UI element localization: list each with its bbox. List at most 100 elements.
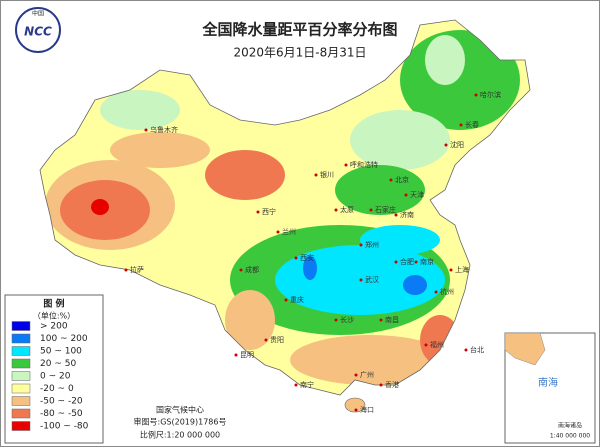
- city-label: 沈阳: [450, 140, 464, 149]
- city-label: 海口: [360, 405, 374, 414]
- city-label: 北京: [395, 175, 409, 184]
- city-dot: [459, 123, 463, 127]
- city-dot: [379, 318, 383, 322]
- city-dot: [334, 318, 338, 322]
- footer-scale: 比例尺:1:20 000 000: [140, 430, 220, 440]
- city-label: 福州: [430, 340, 444, 349]
- city-label: 哈尔滨: [480, 90, 501, 99]
- city-label: 拉萨: [130, 265, 144, 274]
- city-dot: [464, 348, 468, 352]
- city-dot: [284, 298, 288, 302]
- city-label: 西安: [300, 253, 314, 262]
- city-label: 香港: [385, 380, 399, 389]
- legend-swatch: [11, 346, 31, 356]
- inset-sea: 南海: [538, 376, 558, 389]
- legend-swatch: [11, 358, 31, 369]
- city-label: 重庆: [290, 295, 304, 304]
- legend-unit: （单位:%）: [33, 311, 75, 321]
- legend-label: 20 ~ 50: [40, 359, 76, 369]
- city-label: 贵阳: [270, 335, 284, 344]
- city-dot: [414, 260, 418, 264]
- legend-label: -20 ~ 0: [40, 384, 74, 394]
- city-dot: [404, 193, 408, 197]
- city-dot: [379, 383, 383, 387]
- city-dot: [449, 268, 453, 272]
- city-dot: [144, 128, 148, 132]
- city-label: 济南: [400, 210, 414, 219]
- logo-text: NCC: [24, 25, 52, 39]
- legend-label: -100 ~ -80: [40, 422, 89, 432]
- legend-label: 50 ~ 100: [40, 347, 82, 357]
- city-label: 广州: [360, 370, 374, 379]
- date: 2020年6月1日-8月31日: [233, 46, 366, 60]
- city-label: 杭州: [440, 287, 454, 296]
- city-label: 银川: [320, 170, 334, 179]
- legend-swatch: [11, 321, 31, 331]
- legend-swatch: [11, 421, 31, 431]
- city-label: 西宁: [262, 207, 276, 216]
- city-label: 合肥: [400, 257, 414, 266]
- logo-top: 中国: [32, 10, 44, 18]
- city-dot: [334, 208, 338, 212]
- logo: [15, 7, 61, 53]
- city-label: 石家庄: [375, 205, 396, 214]
- city-dot: [474, 93, 478, 97]
- city-dot: [394, 213, 398, 217]
- title: 全国降水量距平百分率分布图: [201, 21, 397, 39]
- footer-review: 审图号:GS(2019)1786号: [134, 417, 227, 427]
- city-label: 昆明: [240, 351, 254, 359]
- legend-label: 100 ~ 200: [40, 334, 88, 344]
- city-label: 南昌: [385, 315, 399, 324]
- city-dot: [359, 243, 363, 247]
- city-label: 上海: [455, 265, 469, 274]
- city-dot: [124, 268, 128, 272]
- legend-label: 0 ~ 20: [40, 372, 71, 382]
- legend-swatch: [11, 408, 31, 419]
- legend-label: > 200: [40, 322, 68, 332]
- legend-swatch: [11, 333, 31, 344]
- legend-label: -50 ~ -20: [40, 397, 83, 407]
- city-dot: [239, 268, 243, 272]
- city-label: 呼和浩特: [350, 160, 378, 169]
- inset-islands: 南海诸岛: [558, 422, 582, 430]
- inset: 南海 南海诸岛 1:40 000 000: [504, 332, 596, 444]
- city-label: 兰州: [282, 227, 296, 236]
- city-label: 武汉: [365, 275, 379, 284]
- city-dot: [424, 343, 428, 347]
- city-dot: [389, 178, 393, 182]
- city-dot: [256, 210, 260, 214]
- city-dot: [344, 163, 348, 167]
- legend-title: 图 例: [43, 298, 64, 310]
- city-dot: [394, 260, 398, 264]
- city-dot: [444, 143, 448, 147]
- city-label: 南宁: [300, 380, 314, 389]
- city-dot: [314, 173, 318, 177]
- city-dot: [369, 208, 373, 212]
- legend-label: -80 ~ -50: [40, 409, 83, 419]
- city-dot: [234, 353, 238, 357]
- city-label: 成都: [245, 265, 259, 274]
- city-label: 天津: [410, 191, 424, 199]
- city-label: 台北: [470, 345, 484, 354]
- city-label: 长沙: [340, 315, 354, 324]
- city-label: 乌鲁木齐: [150, 125, 178, 134]
- city-dot: [354, 408, 358, 412]
- city-dot: [434, 290, 438, 294]
- city-dot: [359, 278, 363, 282]
- hainan: [344, 397, 366, 413]
- city-dot: [294, 383, 298, 387]
- city-label: 郑州: [365, 241, 379, 249]
- footer-org: 国家气候中心: [156, 405, 204, 415]
- city-label: 长春: [465, 120, 479, 129]
- legend-swatch: [11, 371, 31, 381]
- city-dot: [354, 373, 358, 377]
- city-label: 太原: [340, 205, 354, 214]
- legend: 图 例 （单位:%）: [4, 294, 104, 444]
- inset-scale: 1:40 000 000: [550, 433, 590, 440]
- city-dot: [276, 230, 280, 234]
- city-dot: [264, 338, 268, 342]
- legend-swatch: [11, 396, 31, 406]
- city-label: 南京: [420, 257, 434, 266]
- city-dot: [294, 256, 298, 260]
